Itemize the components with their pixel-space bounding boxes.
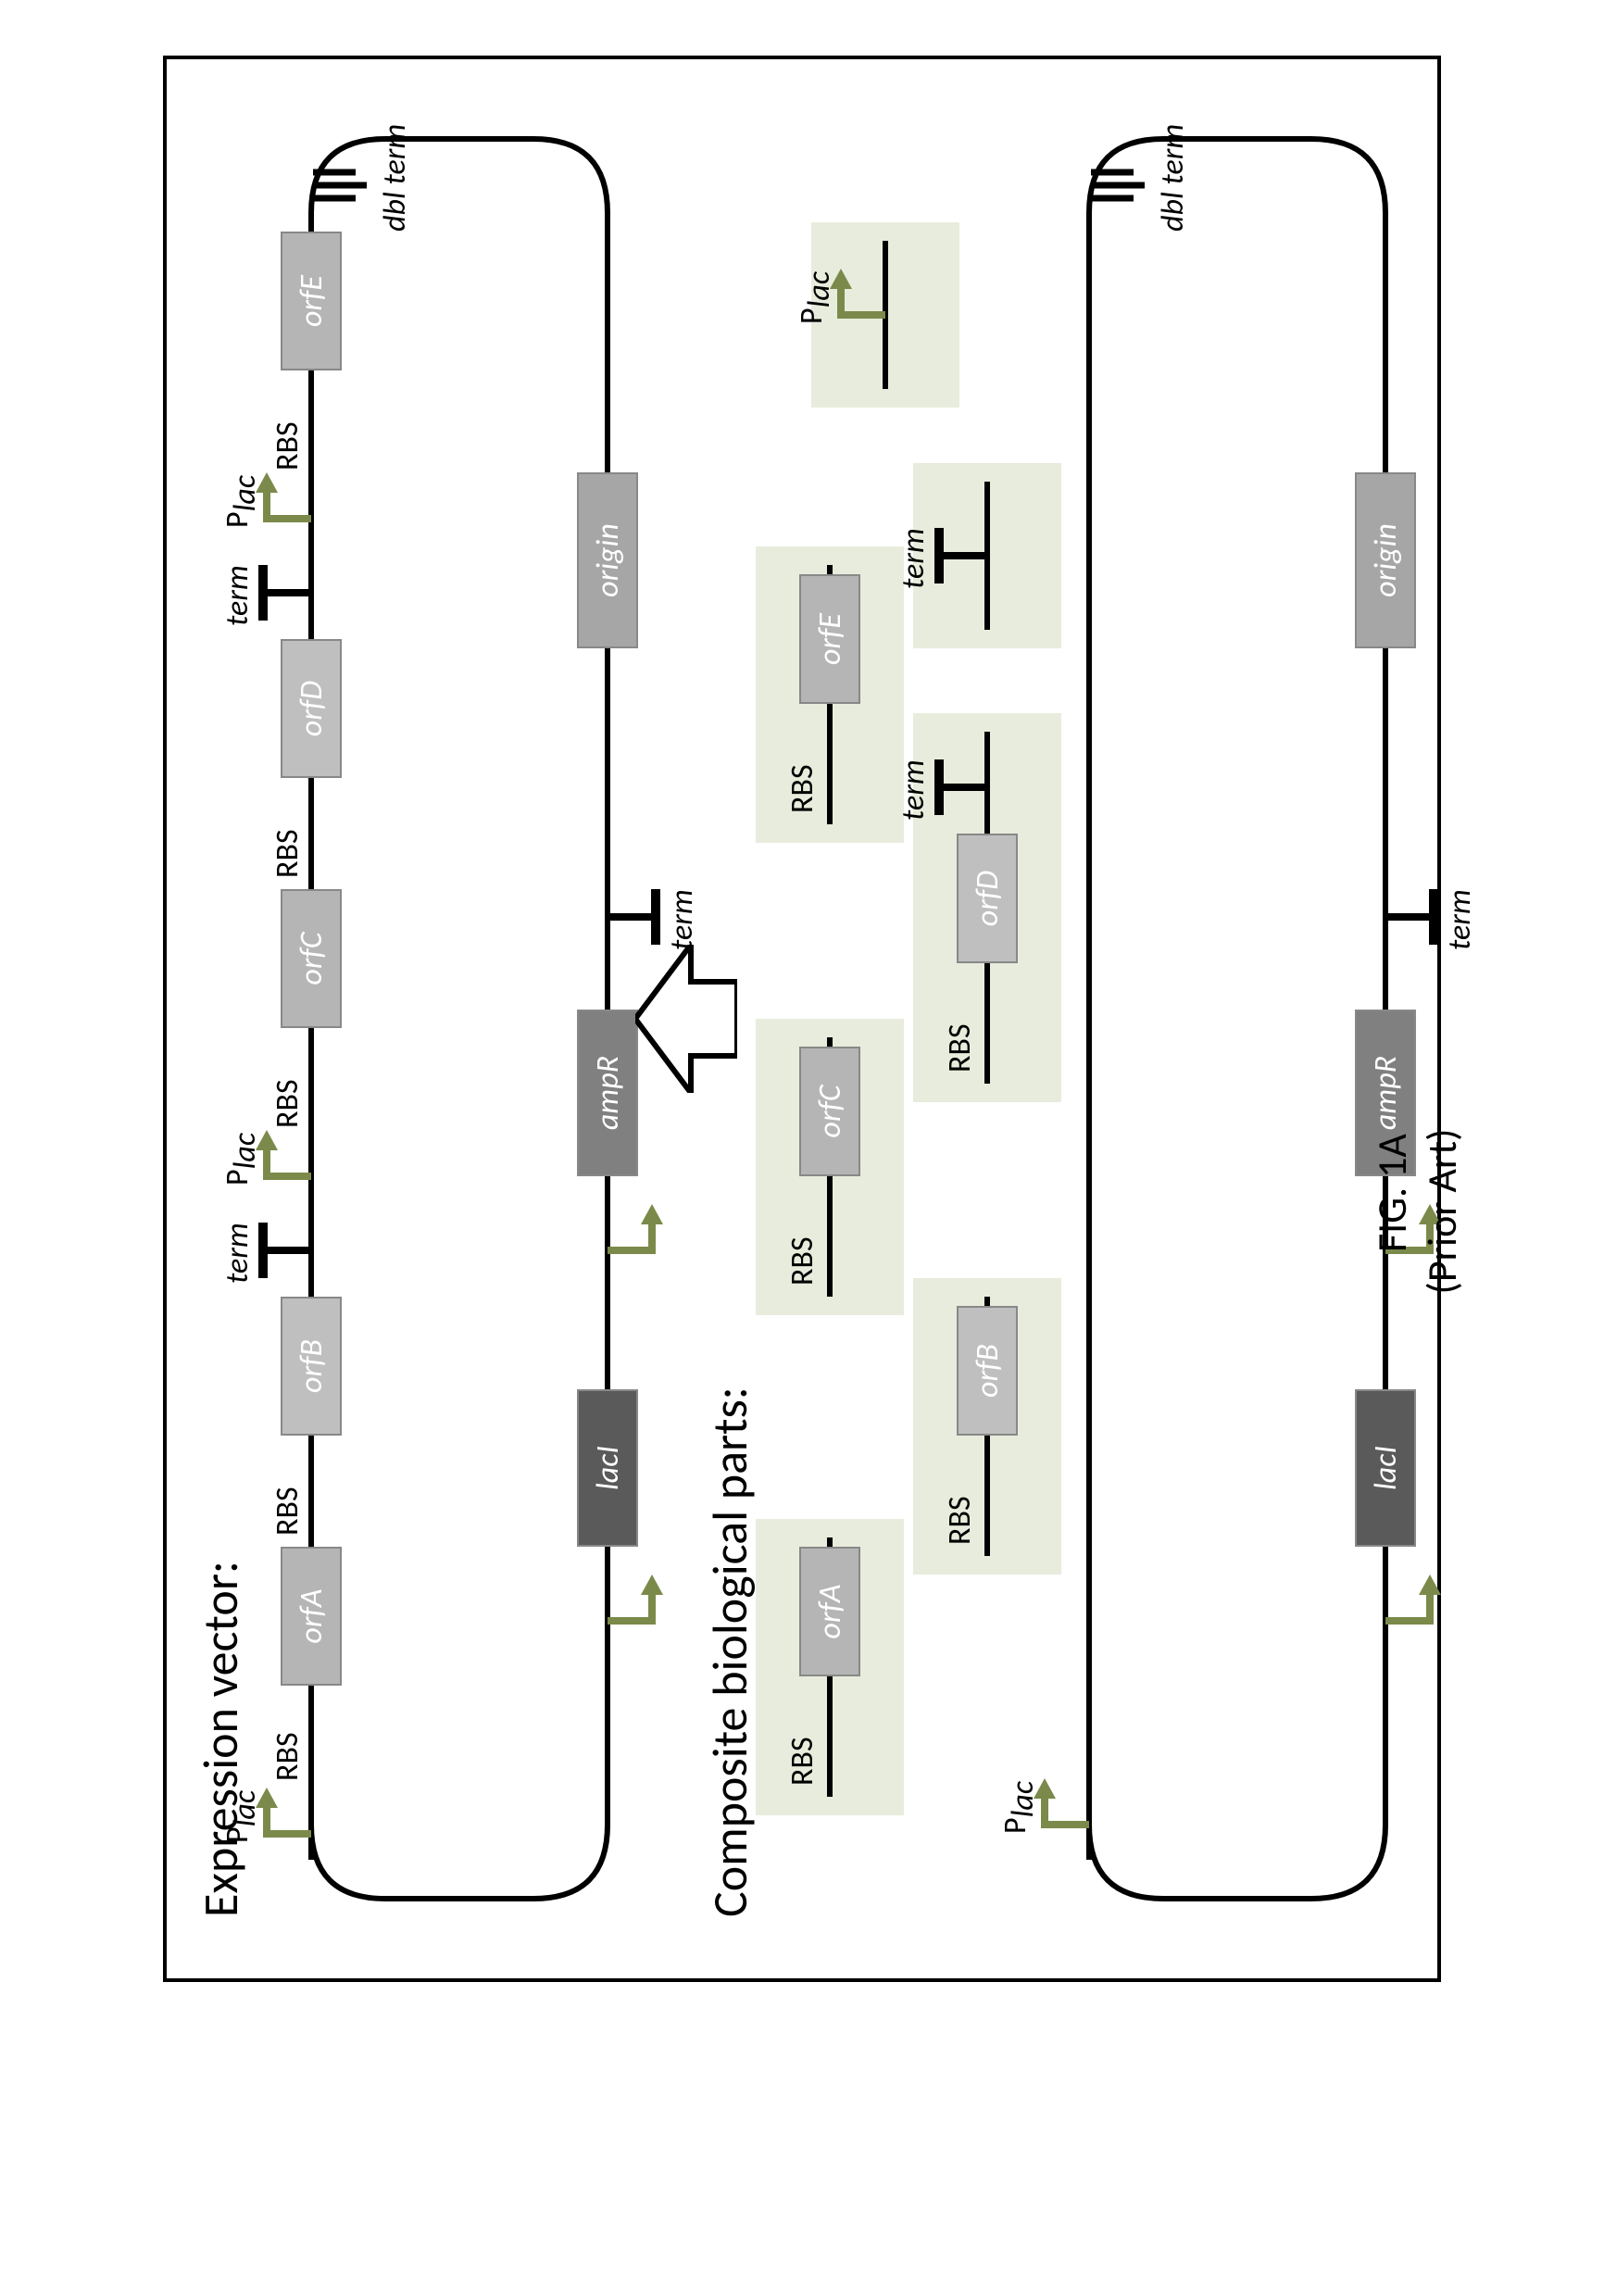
rbs-label: RBS — [941, 1023, 979, 1073]
cds-origin: origin — [1355, 472, 1416, 648]
cds-origin: origin — [577, 472, 638, 648]
cds-orfC: orfC — [799, 1047, 860, 1176]
rbs-label: RBS — [783, 1236, 821, 1286]
figure-subtitle: (Prior Art) — [1417, 1129, 1467, 1295]
dbl-term-label: dbl term — [376, 124, 414, 232]
cds-orfA: orfA — [281, 1547, 342, 1686]
rbs-label: RBS — [783, 1737, 821, 1786]
cds-lacI: lacI — [1355, 1389, 1416, 1547]
figure-caption: FIG. 1A (Prior Art) — [1317, 1129, 1517, 1295]
term-label: term — [895, 759, 933, 821]
composite-part-tile: term — [913, 463, 1061, 648]
cds-orfC: orfC — [281, 889, 342, 1028]
term-label: term — [663, 889, 701, 950]
cds-orfE: orfE — [799, 574, 860, 704]
rbs-label: RBS — [269, 1732, 307, 1781]
term-label: term — [1441, 889, 1479, 950]
backbone-plasmid: Placdbl termlacIampRtermorigin — [1089, 139, 1385, 1899]
composite-part-tile: Plac — [811, 222, 959, 408]
expression-vector-plasmid: PlacRBSorfARBSorfBtermPlacRBSorfCRBSorfD… — [311, 139, 608, 1899]
figure-number: FIG. 1A — [1367, 1134, 1417, 1252]
cds-orfE: orfE — [281, 232, 342, 370]
rbs-label: RBS — [269, 1079, 307, 1128]
dbl-term-label: dbl term — [1154, 124, 1192, 232]
term-label: term — [895, 528, 933, 589]
term-label: term — [219, 1223, 257, 1284]
plac-label: Plac — [219, 1133, 264, 1186]
composite-part-tile: RBS orfA — [756, 1519, 904, 1815]
title-expression-vector: Expression vector: — [191, 1561, 250, 1917]
plac-label: Plac — [793, 271, 838, 324]
rbs-label: RBS — [269, 1487, 307, 1536]
cds-orfB: orfB — [281, 1297, 342, 1436]
cds-orfB: orfB — [957, 1306, 1018, 1436]
composite-part-tile: RBSorfDterm — [913, 713, 1061, 1102]
rbs-label: RBS — [269, 829, 307, 878]
cds-orfD: orfD — [281, 639, 342, 778]
plac-label: Plac — [996, 1781, 1042, 1834]
composite-part-tile: RBS orfB — [913, 1278, 1061, 1575]
cds-orfA: orfA — [799, 1547, 860, 1676]
plac-label: Plac — [219, 475, 264, 528]
cds-ampR: ampR — [577, 1010, 638, 1176]
diagram-canvas: Expression vector: Composite biological … — [107, 0, 1497, 2038]
composite-part-tile: RBS orfC — [756, 1019, 904, 1315]
assembly-arrow-icon — [635, 945, 742, 1093]
title-composite-parts: Composite biological parts: — [700, 1386, 759, 1917]
composite-part-tile: RBS orfE — [756, 546, 904, 843]
rbs-label: RBS — [783, 764, 821, 813]
cds-lacI: lacI — [577, 1389, 638, 1547]
cds-orfD: orfD — [957, 834, 1018, 963]
term-label: term — [219, 565, 257, 626]
rbs-label: RBS — [269, 421, 307, 470]
plac-label: Plac — [219, 1790, 264, 1843]
rbs-label: RBS — [941, 1496, 979, 1545]
